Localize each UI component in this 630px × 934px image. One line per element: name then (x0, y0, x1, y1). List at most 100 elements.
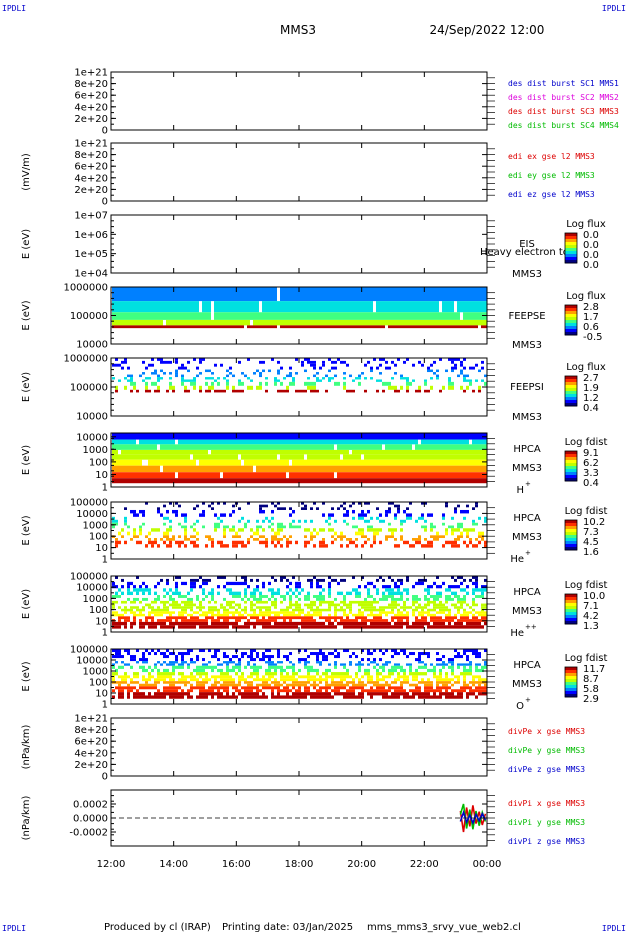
y-axis-label: E (eV) (21, 372, 32, 402)
colorbar-step (565, 457, 577, 461)
spectrogram-cell (337, 689, 340, 693)
spectrogram-cell (298, 597, 301, 601)
spectrogram-cell (262, 540, 265, 545)
spectrogram-cell (205, 535, 208, 539)
spectrogram-cell (232, 385, 235, 390)
spectrogram-cell (157, 672, 160, 676)
spectrogram-cell (229, 616, 232, 620)
spectrogram-cell (454, 449, 457, 455)
colorbar-step (565, 597, 577, 601)
spectrogram-cell (463, 439, 466, 445)
spectrogram-cell (133, 686, 136, 690)
spectrogram-cell (418, 459, 421, 466)
spectrogram-cell (274, 616, 277, 620)
spectrogram-cell (121, 535, 124, 539)
spectrogram-cell (280, 625, 283, 629)
spectrogram-cell (397, 611, 400, 614)
spectrogram-cell (223, 616, 226, 620)
spectrogram-cell (277, 683, 280, 687)
spectrogram-cell (196, 433, 199, 440)
spectrogram-cell (475, 454, 478, 460)
spectrogram-cell (457, 444, 460, 450)
spectrogram-cell (202, 597, 205, 601)
spectrogram-cell (352, 625, 355, 629)
spectrogram-cell (286, 374, 289, 378)
spectrogram-cell (481, 616, 484, 620)
spectrogram-cell (325, 655, 328, 659)
spectrogram-cell (451, 531, 454, 536)
spectrogram-cell (364, 389, 367, 393)
spectrogram-cell (145, 502, 148, 505)
spectrogram-cell (226, 672, 229, 676)
spectrogram-cell (139, 683, 142, 687)
spectrogram-cell (397, 301, 400, 313)
spectrogram-cell (475, 465, 478, 473)
colorbar-step (565, 239, 577, 243)
spectrogram-cell (367, 619, 370, 622)
spectrogram-cell (331, 287, 334, 302)
spectrogram-cell (268, 663, 271, 666)
spectrogram-cell (406, 613, 409, 617)
spectrogram-cell (169, 433, 172, 440)
spectrogram-cell (409, 449, 412, 455)
spectrogram-cell (367, 444, 370, 450)
spectrogram-cell (154, 681, 157, 684)
spectrogram-cell (346, 509, 349, 514)
spectrogram-cell (238, 611, 241, 614)
spectrogram-cell (430, 444, 433, 450)
spectrogram-cell (235, 389, 238, 393)
spectrogram-cell (208, 689, 211, 693)
spectrogram-cell (325, 686, 328, 690)
spectrogram-cell (382, 611, 385, 614)
spectrogram-cell (247, 597, 250, 601)
spectrogram-cell (259, 658, 262, 662)
spectrogram-cell (340, 287, 343, 302)
spectrogram-cell (424, 459, 427, 466)
spectrogram-cell (355, 588, 358, 592)
spectrogram-cell (457, 449, 460, 455)
spectrogram-cell (151, 372, 154, 375)
spectrogram-cell (310, 531, 313, 536)
spectrogram-cell (271, 681, 274, 684)
spectrogram-cell (424, 301, 427, 313)
spectrogram-cell (181, 301, 184, 313)
spectrogram-cell (379, 478, 382, 484)
spectrogram-cell (190, 287, 193, 302)
spectrogram-cell (133, 681, 136, 684)
spectrogram-cell (211, 465, 214, 473)
spectrogram-cell (169, 454, 172, 460)
spectrogram-cell (220, 692, 223, 696)
spectrogram-cell (343, 692, 346, 696)
spectrogram-cell (112, 672, 115, 676)
spectrogram-cell (202, 301, 205, 313)
spectrogram-cell (268, 369, 271, 373)
spectrogram-cell (409, 544, 412, 548)
spectrogram-cell (265, 449, 268, 455)
spectrogram-cell (190, 600, 193, 604)
spectrogram-cell (262, 683, 265, 687)
spectrogram-cell (334, 319, 337, 326)
spectrogram-cell (274, 301, 277, 313)
spectrogram-cell (304, 301, 307, 313)
spectrogram-cell (313, 444, 316, 450)
spectrogram-cell (418, 625, 421, 629)
spectrogram-cell (307, 478, 310, 484)
spectrogram-cell (253, 597, 256, 601)
spectrogram-cell (142, 695, 145, 699)
spectrogram-cell (202, 588, 205, 592)
spectrogram-cell (454, 444, 457, 450)
spectrogram-cell (178, 540, 181, 545)
spectrogram-cell (451, 312, 454, 320)
spectrogram-cell (370, 611, 373, 614)
spectrogram-cell (136, 325, 139, 329)
spectrogram-cell (202, 287, 205, 302)
spectrogram-cell (454, 325, 457, 329)
spectrogram-cell (253, 672, 256, 676)
spectrogram-cell (196, 678, 199, 682)
spectrogram-cell (358, 459, 361, 466)
spectrogram-cell (385, 472, 388, 479)
spectrogram-cell (187, 681, 190, 684)
spectrogram-cell (325, 444, 328, 450)
spectrogram-cell (172, 591, 175, 596)
spectrogram-cell (415, 625, 418, 629)
